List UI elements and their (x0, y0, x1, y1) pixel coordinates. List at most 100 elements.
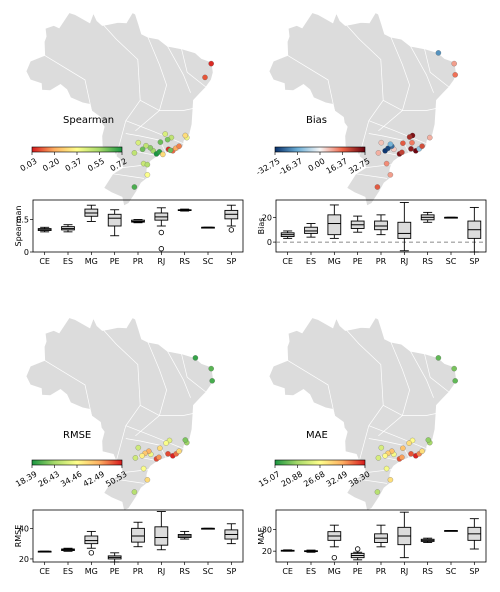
station-point (143, 142, 149, 149)
station-point (167, 147, 174, 154)
brazil-outline (268, 312, 457, 512)
x-tick-label: PR (133, 567, 144, 576)
station-point (400, 445, 406, 451)
station-point (157, 139, 164, 145)
station-point (144, 161, 151, 168)
x-tick-label: ES (63, 257, 73, 266)
station-point (374, 184, 381, 190)
x-tick-label: RJ (400, 257, 408, 266)
x-tick-label: SC (446, 567, 457, 576)
state-border (355, 478, 388, 484)
box (84, 535, 99, 545)
outlier-point (88, 550, 95, 556)
x-tick-label: MG (85, 257, 98, 266)
metric-label: Bias (306, 115, 327, 126)
colorbar-tick-label: 0.55 (86, 157, 106, 174)
outlier-point (331, 554, 338, 561)
x-tick-label: MG (328, 257, 341, 266)
state-border (135, 341, 167, 437)
station-point (176, 143, 182, 149)
x-tick-label: CE (39, 567, 50, 576)
station-point (374, 489, 381, 495)
station-point (135, 444, 142, 451)
x-tick-label: ES (306, 257, 316, 266)
brazil-outline (25, 312, 214, 512)
state-border (125, 438, 167, 459)
x-tick-label: MG (328, 567, 341, 576)
colorbar-tick-label: 0.37 (64, 157, 84, 174)
x-tick-label: PE (353, 567, 363, 576)
station-point (399, 149, 405, 156)
x-tick-label: SC (446, 257, 457, 266)
colorbar-tick-label: 15.07 (257, 470, 281, 489)
panel-spearman: Spearman 0.03 0.20 0.37 0.55 0.72 Spearman00… (14, 7, 244, 266)
station-point (165, 451, 171, 457)
station-point (383, 465, 390, 472)
station-point (451, 60, 457, 67)
box (304, 226, 318, 234)
state-border (383, 404, 437, 416)
brazil-map (268, 312, 458, 512)
station-point (160, 151, 166, 158)
station-point (387, 172, 394, 178)
colorbar-tick-label: 20.88 (280, 470, 304, 489)
station-point (435, 355, 442, 361)
state-border (368, 438, 410, 459)
state-border (368, 133, 410, 154)
colorbar-tick-label: 26.43 (37, 470, 61, 489)
state-border (125, 425, 184, 450)
state-border (383, 99, 437, 111)
station-point (208, 60, 214, 67)
colorbar-tick-label: 42.49 (82, 470, 106, 489)
station-point (176, 448, 182, 454)
brazil-map (25, 312, 215, 512)
y-axis-label: RMSE (14, 525, 23, 548)
station-point (425, 437, 432, 443)
box (397, 221, 412, 239)
state-border (44, 360, 93, 417)
x-tick-label: RJ (157, 567, 165, 576)
brazil-map (268, 7, 458, 207)
box (374, 220, 388, 231)
metric-label: RMSE (63, 430, 91, 441)
station-point (419, 143, 425, 149)
station-point (375, 455, 382, 461)
station-point (452, 378, 458, 384)
state-border (112, 478, 145, 484)
state-border (287, 55, 336, 112)
colorbar-gradient (31, 146, 123, 153)
y-tick-label: 40 (19, 524, 29, 533)
station-point (182, 437, 189, 443)
station-point (144, 172, 151, 178)
y-axis-label: Bias (257, 218, 266, 235)
x-tick-label: CE (282, 257, 293, 266)
state-border (135, 36, 167, 132)
station-point (427, 134, 433, 141)
station-point (400, 140, 406, 146)
box (327, 214, 342, 236)
colorbar-tick-label: 32.49 (325, 470, 349, 489)
station-point (162, 131, 168, 137)
station-point (408, 451, 414, 457)
x-tick-label: RJ (157, 257, 165, 266)
y-tick-label: 0.5 (16, 216, 29, 225)
state-border (181, 353, 207, 393)
colorbar-gradient (274, 146, 366, 153)
colorbar-tick-label: 26.68 (302, 470, 326, 489)
metric-label: Spearman (63, 115, 114, 126)
plot-frame (32, 199, 244, 253)
box (154, 526, 169, 546)
y-tick-label: 30 (262, 526, 272, 535)
colorbar-tick-label: 18.39 (14, 470, 38, 489)
station-point (387, 141, 394, 147)
station-point (208, 365, 214, 372)
y-tick-label: 20 (262, 547, 272, 556)
y-tick-label: 0 (24, 248, 29, 257)
station-point (406, 440, 412, 446)
